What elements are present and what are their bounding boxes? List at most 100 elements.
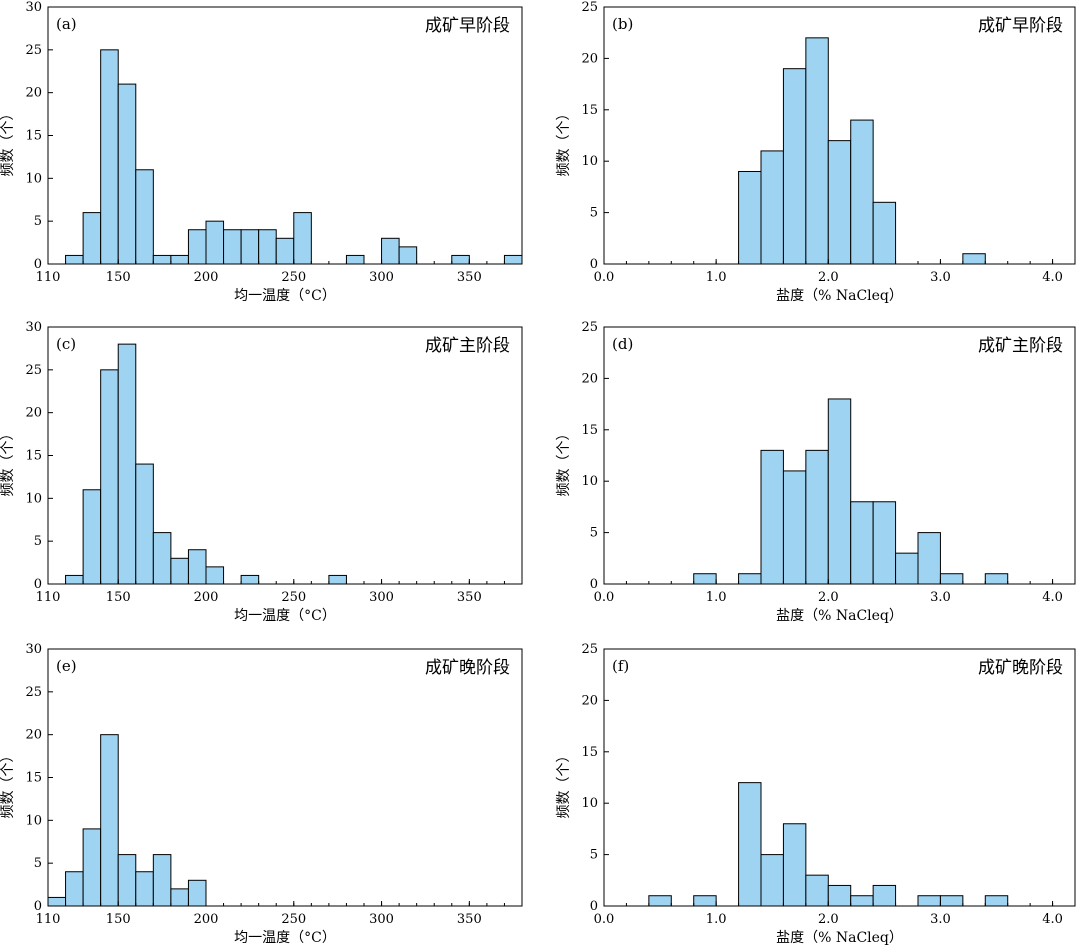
histogram-bar [47, 896, 67, 907]
histogram-bar [328, 574, 347, 585]
x-tick-label: 250 [281, 590, 306, 605]
y-tick-label: 20 [25, 86, 42, 101]
histogram-bar [648, 895, 672, 907]
histogram-bar [100, 369, 119, 585]
stage-title: 成矿早阶段 [425, 16, 510, 36]
x-tick-label: 3.0 [930, 270, 951, 285]
histogram-bar [872, 201, 897, 265]
x-tick-label: 4.0 [1042, 912, 1063, 927]
histogram-panel-1: 0 5 10 15 20 25 30 110 150 200 250 300 350 均一温度（°C） 频数… [0, 0, 523, 304]
y-tick-label: 5 [34, 214, 42, 229]
x-tick-label: 0.0 [594, 590, 615, 605]
panel-letter: (e) [56, 657, 77, 675]
panel-letter: (b) [612, 15, 633, 33]
histogram-bar [152, 854, 172, 907]
y-tick-label: 0 [34, 899, 42, 914]
histogram-bar [152, 532, 172, 585]
y-axis-label: 频数（个） [556, 427, 572, 497]
histogram-panel-2: 0 5 10 15 20 25 0.0 1.0 2.0 3.0 4.0 盐度（% NaCleq） 频数（… [556, 0, 1076, 304]
histogram-bar [82, 489, 102, 585]
histogram-bar [187, 549, 207, 585]
histogram-bar [117, 83, 137, 265]
histogram-bar [135, 169, 154, 265]
y-axis-label: 频数（个） [0, 749, 16, 819]
y-tick-label: 0 [34, 577, 42, 592]
histogram-bar [850, 501, 874, 585]
histogram-bar [240, 229, 260, 265]
histogram-bar [805, 449, 829, 585]
histogram-bar [258, 229, 277, 265]
histogram-bar [895, 552, 919, 585]
histogram-bar [850, 895, 874, 907]
histogram-bar [82, 828, 102, 907]
histogram-bar [293, 212, 312, 265]
plot-frame [603, 326, 1076, 585]
histogram-bar [117, 854, 137, 907]
y-axis-label: 频数（个） [556, 749, 572, 819]
histogram-bar [205, 220, 225, 265]
histogram-bar [135, 463, 154, 585]
stage-title: 成矿主阶段 [978, 336, 1063, 356]
histogram-bar [984, 895, 1009, 907]
y-tick-label: 5 [34, 856, 42, 871]
y-tick-label: 25 [25, 363, 42, 378]
histogram-bar [939, 573, 964, 585]
y-tick-label: 15 [581, 103, 598, 118]
x-tick-label: 300 [369, 912, 394, 927]
y-tick-label: 30 [25, 0, 42, 15]
histogram-bar [451, 254, 470, 265]
x-axis-label: 盐度（% NaCleq） [776, 288, 903, 304]
x-tick-label: 3.0 [930, 912, 951, 927]
x-tick-label: 150 [106, 590, 131, 605]
y-tick-label: 5 [34, 534, 42, 549]
x-tick-label: 2.0 [818, 912, 839, 927]
y-tick-label: 20 [581, 371, 598, 386]
panel-letter: (c) [56, 335, 76, 353]
stage-title: 成矿晚阶段 [425, 658, 510, 678]
histogram-bar [805, 874, 829, 907]
x-axis-label: 均一温度（°C） [234, 608, 336, 624]
histogram-bar [65, 254, 84, 265]
histogram-bar [917, 895, 941, 907]
histogram-bar [381, 237, 400, 265]
histogram-bar [100, 734, 119, 907]
histogram-panel-6: 0 5 10 15 20 25 0.0 1.0 2.0 3.0 4.0 盐度（% NaCleq） 频数（… [556, 642, 1076, 946]
stage-title: 成矿主阶段 [425, 336, 510, 356]
y-tick-label: 15 [25, 129, 42, 144]
plot-frame [603, 648, 1076, 907]
histogram-panel-4: 0 5 10 15 20 25 0.0 1.0 2.0 3.0 4.0 盐度（% NaCleq） 频数（… [556, 320, 1076, 624]
stage-title: 成矿晚阶段 [978, 658, 1063, 678]
y-tick-label: 15 [25, 771, 42, 786]
x-tick-label: 300 [369, 590, 394, 605]
y-tick-label: 5 [590, 848, 598, 863]
x-tick-label: 200 [194, 590, 219, 605]
histogram-bar [917, 532, 941, 585]
histogram-bar [760, 449, 784, 585]
histogram-bar [223, 229, 242, 265]
x-tick-label: 150 [106, 270, 131, 285]
y-tick-label: 0 [34, 257, 42, 272]
histogram-bar [738, 782, 762, 907]
histogram-bar [170, 254, 189, 265]
x-tick-label: 0.0 [594, 270, 615, 285]
histogram-bar [100, 49, 119, 265]
histogram-bar [984, 573, 1009, 585]
y-tick-label: 15 [25, 449, 42, 464]
x-tick-label: 110 [36, 270, 61, 285]
y-tick-label: 25 [581, 0, 598, 15]
histogram-panel-3: 0 5 10 15 20 25 30 110 150 200 250 300 350 均一温度（°C） 频数… [0, 320, 523, 624]
y-tick-label: 10 [581, 796, 598, 811]
plot-frame [603, 6, 1076, 265]
x-tick-label: 350 [457, 590, 482, 605]
y-tick-label: 10 [581, 154, 598, 169]
x-tick-label: 110 [36, 590, 61, 605]
x-tick-label: 1.0 [706, 270, 727, 285]
histogram-bar [117, 343, 137, 585]
histogram-bar [152, 254, 172, 265]
y-tick-label: 10 [25, 491, 42, 506]
histogram-bar [187, 879, 207, 907]
histogram-bar [398, 246, 418, 265]
histogram-bar [782, 68, 807, 265]
x-tick-label: 250 [281, 912, 306, 927]
